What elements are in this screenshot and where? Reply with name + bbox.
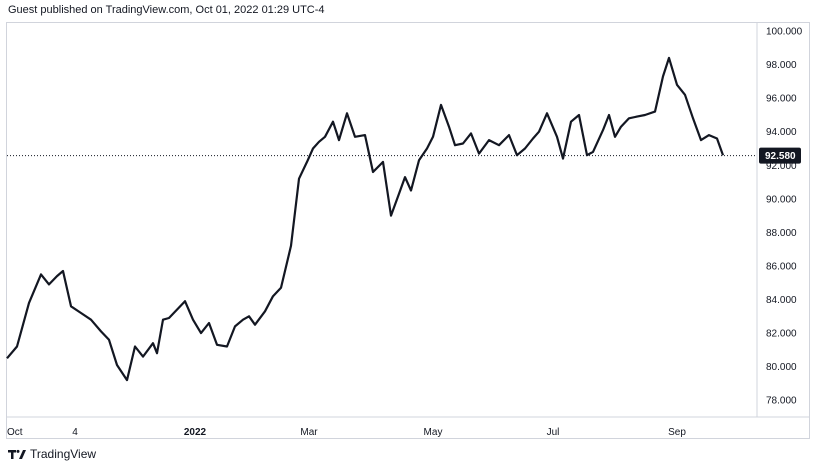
chart-frame[interactable] bbox=[6, 22, 810, 439]
price-tick-label: 86.000 bbox=[766, 261, 797, 272]
tradingview-logo-text: TradingView bbox=[30, 447, 97, 461]
price-tick-label: 90.000 bbox=[766, 194, 797, 205]
time-axis[interactable]: Oct 4 2022 Mar May Jul Sep bbox=[7, 427, 686, 438]
price-tick-label: 96.000 bbox=[766, 94, 797, 105]
last-price-badge-bg bbox=[759, 147, 801, 164]
chart-caption: Guest published on TradingView.com, Oct … bbox=[8, 4, 325, 16]
price-tick-label: 98.000 bbox=[766, 60, 797, 71]
time-tick-label: 2022 bbox=[184, 427, 207, 438]
tradingview-logo[interactable]: TradingView bbox=[8, 447, 96, 461]
price-line-series bbox=[6, 56, 725, 382]
time-tick-label: Mar bbox=[300, 427, 318, 438]
price-tick-label: 94.000 bbox=[766, 127, 797, 138]
time-tick-label: Jul bbox=[547, 427, 560, 438]
time-tick-label: May bbox=[424, 427, 443, 438]
price-tick-label: 92.000 bbox=[766, 161, 797, 172]
price-tick-label: 84.000 bbox=[766, 295, 797, 306]
price-tick-label: 78.000 bbox=[766, 396, 797, 407]
price-tick-label: 100.000 bbox=[766, 27, 803, 38]
last-price-badge: 92.580 bbox=[759, 147, 801, 164]
tradingview-logo-icon bbox=[8, 449, 26, 459]
last-price-label: 92.580 bbox=[765, 151, 796, 162]
price-tick-label: 82.000 bbox=[766, 329, 797, 340]
time-tick-label: 4 bbox=[72, 427, 78, 438]
time-tick-label: Oct bbox=[7, 427, 23, 438]
price-tick-label: 88.000 bbox=[766, 228, 797, 239]
price-axis[interactable]: 78.000 80.000 82.000 84.000 86.000 88.000 90.0… bbox=[766, 27, 803, 407]
price-tick-label: 80.000 bbox=[766, 362, 797, 373]
time-tick-label: Sep bbox=[668, 427, 686, 438]
